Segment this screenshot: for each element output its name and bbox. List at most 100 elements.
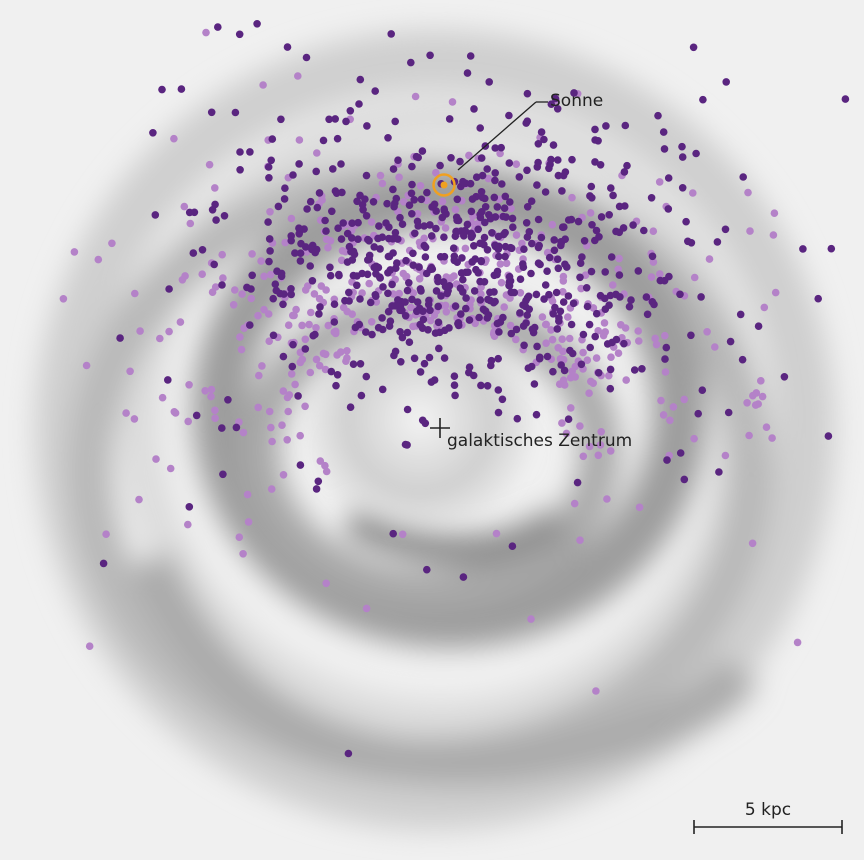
star-dot [622, 122, 630, 130]
star-dot [547, 156, 555, 164]
star-dot [565, 216, 573, 224]
star-dot [598, 213, 606, 221]
scale-label: 5 kpc [745, 800, 791, 820]
star-dot [561, 235, 569, 243]
star-dot [462, 294, 470, 302]
star-dot [501, 229, 509, 237]
star-dot [439, 198, 447, 206]
star-dot [402, 312, 410, 320]
star-dot [772, 289, 780, 297]
star-dot [513, 160, 521, 168]
star-dot [238, 346, 246, 354]
star-dot [426, 221, 434, 229]
star-dot [607, 184, 615, 192]
star-dot [408, 181, 416, 189]
star-dot [770, 231, 778, 239]
star-dot [643, 293, 651, 301]
star-dot [560, 277, 568, 285]
star-dot [357, 360, 365, 368]
star-dot [342, 118, 350, 126]
star-dot [494, 320, 502, 328]
star-dot [178, 85, 186, 93]
star-dot [278, 421, 286, 429]
star-dot [296, 136, 304, 144]
star-dot [389, 249, 397, 257]
star-dot [102, 530, 110, 538]
star-dot [523, 167, 531, 175]
star-dot [414, 298, 422, 306]
star-dot [243, 284, 251, 292]
star-dot [570, 300, 578, 308]
star-dot [372, 291, 380, 299]
star-dot [191, 209, 199, 217]
star-dot [476, 240, 484, 248]
star-dot [543, 267, 551, 275]
star-dot [656, 178, 664, 186]
star-dot [363, 605, 371, 613]
star-dot [337, 160, 345, 168]
star-dot [254, 312, 262, 320]
star-dot [325, 116, 333, 124]
star-dot [531, 380, 539, 388]
star-dot [654, 112, 662, 120]
star-dot [554, 325, 562, 333]
star-dot [679, 184, 687, 192]
star-dot [230, 301, 238, 309]
star-dot [480, 306, 488, 314]
star-dot [244, 491, 252, 499]
star-dot [368, 218, 376, 226]
star-dot [477, 296, 485, 304]
star-dot [471, 255, 479, 263]
star-dot [842, 95, 850, 103]
star-dot [670, 403, 678, 411]
star-dot [476, 124, 484, 132]
star-dot [457, 284, 465, 292]
star-dot [660, 411, 668, 419]
star-dot [442, 302, 450, 310]
star-dot [607, 385, 615, 393]
star-dot [727, 338, 735, 346]
star-dot [396, 328, 404, 336]
star-dot [495, 253, 503, 261]
star-dot [481, 278, 489, 286]
star-dot [542, 281, 550, 289]
star-dot [442, 283, 450, 291]
star-dot [405, 279, 413, 287]
star-dot [322, 227, 330, 235]
star-dot [236, 31, 244, 39]
star-dot [342, 357, 350, 365]
star-dot [605, 301, 613, 309]
star-dot [523, 219, 531, 227]
star-dot [435, 345, 443, 353]
star-dot [689, 189, 697, 197]
star-dot [288, 215, 296, 223]
star-dot [348, 219, 356, 227]
star-dot [499, 213, 507, 221]
star-dot [265, 258, 273, 266]
star-dot [616, 229, 624, 237]
star-dot [211, 407, 219, 415]
star-dot [233, 424, 241, 432]
star-dot [332, 328, 340, 336]
star-dot [292, 306, 300, 314]
star-dot [535, 216, 543, 224]
star-dot [471, 287, 479, 295]
star-dot [542, 188, 550, 196]
star-dot [605, 211, 613, 219]
star-dot [553, 289, 561, 297]
star-dot [440, 205, 448, 213]
star-dot [167, 465, 175, 473]
star-dot [302, 336, 310, 344]
star-dot [491, 169, 499, 177]
star-dot [460, 573, 468, 581]
star-dot [631, 366, 639, 374]
star-dot [450, 244, 458, 252]
star-dot [557, 361, 565, 369]
star-dot [629, 221, 637, 229]
star-dot [307, 198, 315, 206]
star-dot [266, 208, 274, 216]
star-dot [491, 144, 499, 152]
center-label: galaktisches Zentrum [447, 431, 632, 451]
star-dot [597, 161, 605, 169]
star-dot [307, 309, 315, 317]
